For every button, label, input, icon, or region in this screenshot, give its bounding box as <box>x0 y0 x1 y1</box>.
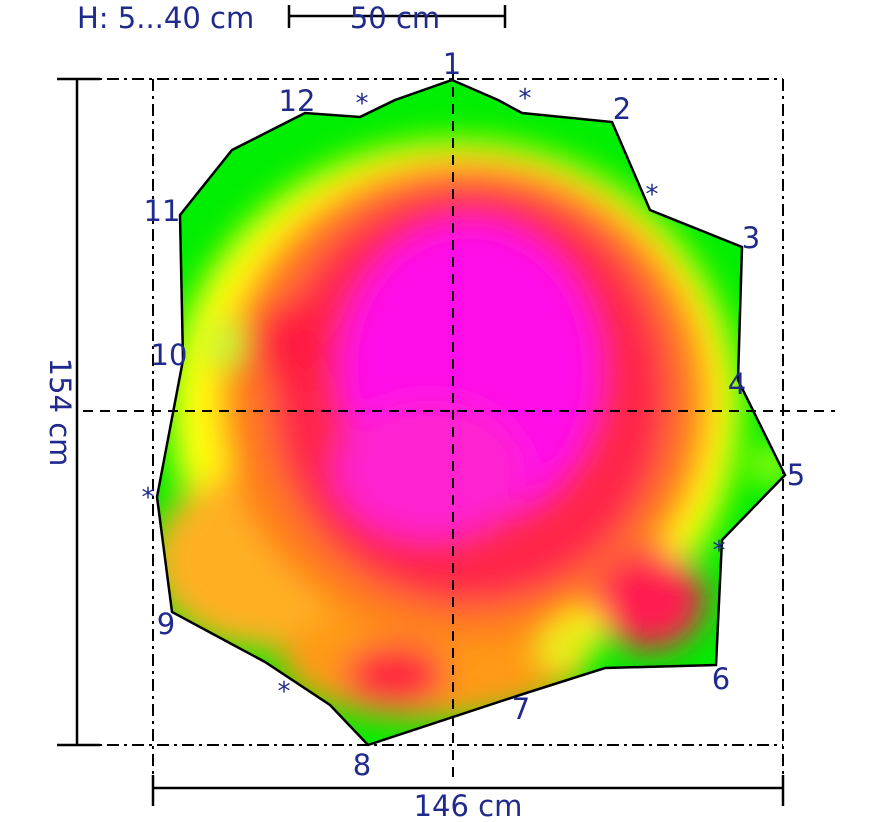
asterisk-markers: * * * * * * <box>142 84 726 707</box>
asterisk-marker: * <box>713 536 726 566</box>
heat-blob-left <box>255 300 325 390</box>
point-label-1: 1 <box>443 47 461 81</box>
point-label-2: 2 <box>613 92 631 126</box>
heat-map <box>157 80 785 745</box>
asterisk-marker: * <box>356 89 369 119</box>
point-label-3: 3 <box>742 221 760 255</box>
scale-bar <box>287 5 507 28</box>
heat-spot-light <box>203 323 247 367</box>
point-label-8: 8 <box>353 748 371 782</box>
point-labels: 1 2 3 4 5 6 7 8 9 10 11 12 <box>144 47 806 782</box>
bounding-box <box>57 78 784 800</box>
point-label-6: 6 <box>712 662 730 696</box>
point-label-9: 9 <box>157 607 175 641</box>
point-label-12: 12 <box>279 84 316 118</box>
area-outline <box>155 78 787 747</box>
point-label-4: 4 <box>728 367 746 401</box>
asterisk-marker: * <box>519 84 532 114</box>
width-label: 146 cm <box>414 789 523 822</box>
asterisk-marker: * <box>142 483 155 513</box>
heat-core-lower <box>335 400 525 540</box>
height-range-label: H: 5...40 cm <box>77 1 254 35</box>
point-label-10: 10 <box>151 338 188 372</box>
height-dimension <box>57 77 100 747</box>
point-label-5: 5 <box>787 458 805 492</box>
asterisk-marker: * <box>646 180 659 210</box>
heat-spot-bottom <box>535 625 585 675</box>
height-label: 154 cm <box>43 358 77 467</box>
scale-bar-label: 50 cm <box>350 1 440 35</box>
center-axes <box>83 70 835 782</box>
heat-blob-bottom <box>345 645 445 705</box>
point-label-11: 11 <box>144 194 181 228</box>
point-label-7: 7 <box>512 692 530 726</box>
heat-blob-right <box>595 550 705 650</box>
width-dimension <box>151 775 785 806</box>
asterisk-marker: * <box>278 677 291 707</box>
